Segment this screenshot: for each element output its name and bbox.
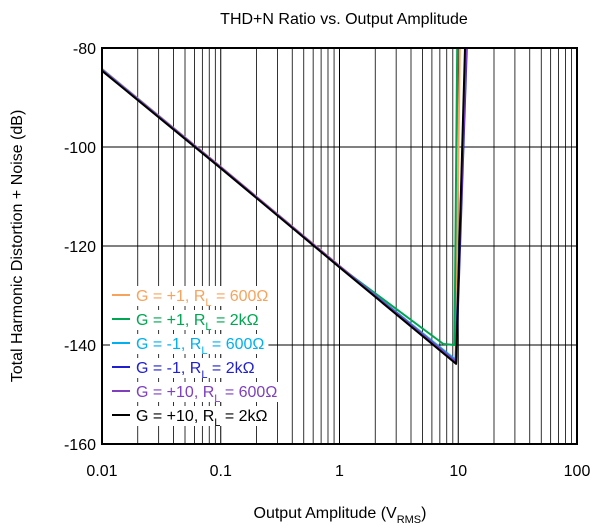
legend-item: G = +1, RL = 2kΩ (110, 310, 263, 333)
series-line-6 (101, 47, 466, 365)
legend-label: G = +1, RL = 600Ω (136, 288, 268, 309)
legend-item-bg (110, 334, 269, 354)
y-tick-label: -120 (64, 239, 96, 256)
y-tick-label: -140 (64, 338, 96, 355)
x-tick-label: 100 (564, 463, 591, 480)
legend-item: G = +1, RL = 600Ω (110, 286, 273, 309)
legend-label: G = -1, RL = 2kΩ (136, 360, 255, 381)
legend-label: G = +10, RL = 2kΩ (136, 408, 268, 429)
y-tick-labels: -80 -100 -120 -140 -160 (64, 41, 96, 454)
grid (102, 47, 577, 445)
legend-item: G = +10, RL = 600Ω (110, 382, 282, 405)
x-axis-label-main: Output Amplitude (V (254, 505, 398, 522)
legend-item: G = -1, RL = 2kΩ (110, 358, 259, 381)
chart-title: THD+N Ratio vs. Output Amplitude (220, 11, 468, 28)
legend-label: G = +1, RL = 2kΩ (136, 312, 259, 333)
y-axis-label: Total Harmonic Distortion + Noise (dB) (9, 110, 26, 383)
legend-item-bg (110, 382, 282, 402)
y-tick-label: -80 (73, 41, 96, 58)
y-tick-label: -160 (64, 437, 96, 454)
x-tick-label: 10 (449, 463, 467, 480)
legend-label: G = +10, RL = 600Ω (136, 384, 277, 405)
plot-frame (101, 47, 578, 445)
legend-item: G = +10, RL = 2kΩ (110, 406, 272, 429)
legend: G = +1, RL = 600Ω G = +1, RL = 2kΩ G = -1,… (110, 286, 282, 429)
x-tick-label: 1 (335, 463, 344, 480)
x-axis-label-sub: RMS (397, 514, 421, 526)
legend-label: G = -1, RL = 600Ω (136, 336, 264, 357)
x-tick-label: 0.1 (210, 463, 232, 480)
x-tick-labels: 0.01 0.1 1 10 100 (86, 463, 590, 480)
y-tick-label: -100 (64, 140, 96, 157)
legend-item: G = -1, RL = 600Ω (110, 334, 269, 357)
series-lines (101, 47, 468, 365)
legend-item-bg (110, 358, 259, 378)
legend-item-bg (110, 310, 263, 330)
x-axis-label: Output Amplitude (VRMS) (254, 505, 427, 526)
legend-item-bg (110, 286, 273, 306)
x-tick-label: 0.01 (86, 463, 117, 480)
legend-item-bg (110, 406, 272, 426)
x-axis-label-end: ) (421, 505, 426, 522)
